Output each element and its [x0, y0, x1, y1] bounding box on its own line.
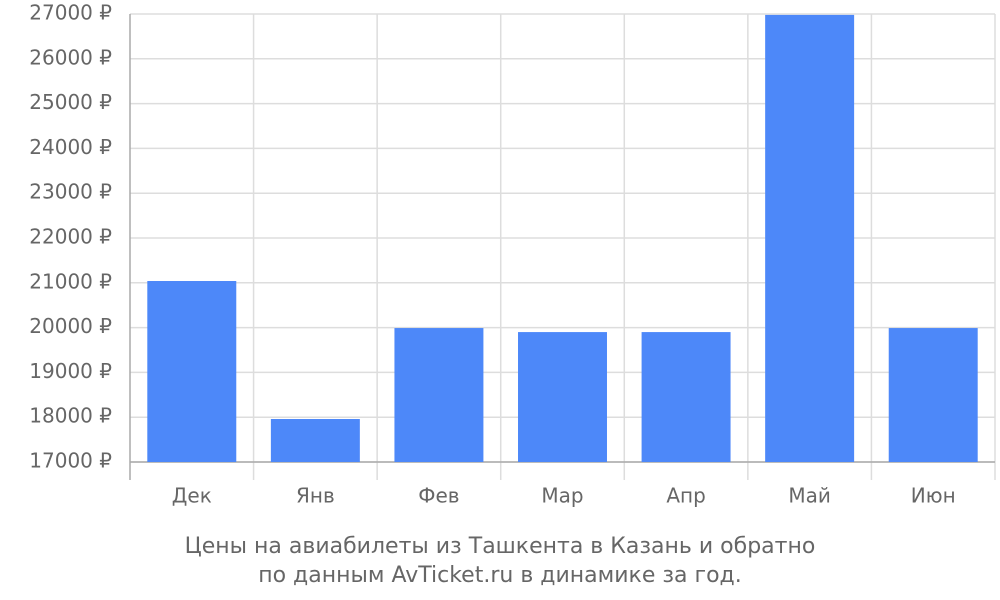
x-tick-label: Янв: [296, 484, 335, 508]
y-tick-label: 18000 ₽: [29, 404, 112, 428]
y-tick-label: 17000 ₽: [29, 449, 112, 473]
x-tick-label: Фев: [418, 484, 459, 508]
y-tick-label: 19000 ₽: [29, 359, 112, 383]
y-tick-label: 27000 ₽: [29, 1, 112, 25]
x-tick-label: Дек: [172, 484, 212, 508]
bar: [888, 328, 978, 462]
bar: [518, 332, 607, 462]
x-tick-label: Май: [788, 484, 831, 508]
x-tick-label: Мар: [541, 484, 583, 508]
bar: [147, 281, 237, 462]
y-tick-label: 22000 ₽: [29, 225, 112, 249]
y-tick-label: 23000 ₽: [29, 180, 112, 204]
x-tick-label: Апр: [666, 484, 705, 508]
y-tick-label: 25000 ₽: [29, 90, 112, 114]
chart-title: Цены на авиабилеты из Ташкента в Казань …: [185, 534, 816, 559]
y-tick-label: 20000 ₽: [29, 314, 112, 338]
chart-subtitle: по данным AvTicket.ru в динамике за год.: [258, 563, 742, 588]
bar: [765, 14, 855, 463]
x-tick-label: Июн: [911, 484, 956, 508]
bar: [270, 418, 360, 462]
y-tick-label: 24000 ₽: [29, 135, 112, 159]
y-tick-label: 26000 ₽: [29, 45, 112, 69]
bar: [394, 328, 484, 462]
y-tick-label: 21000 ₽: [29, 269, 112, 293]
bar: [641, 332, 731, 462]
